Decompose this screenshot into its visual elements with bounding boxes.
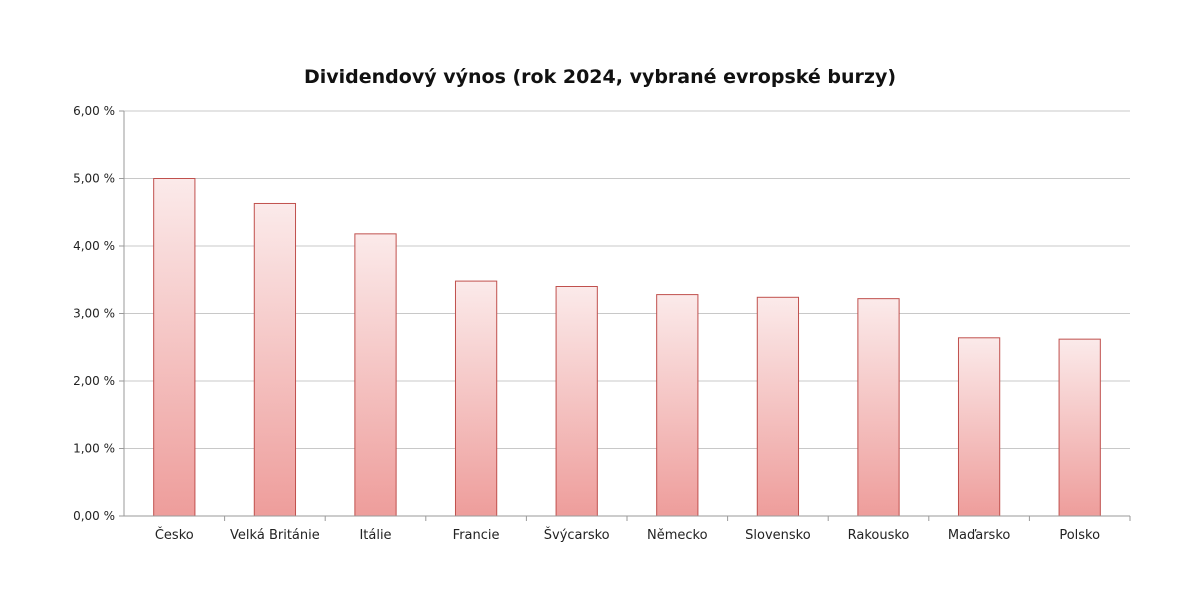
y-tick-label: 3,00 %: [73, 307, 115, 321]
y-tick-label: 0,00 %: [73, 509, 115, 523]
x-category-label: Francie: [453, 528, 500, 543]
axes: [119, 110, 1131, 521]
x-category-label: Polsko: [1059, 528, 1100, 543]
y-axis-ticks: 0,00 % 1,00 % 2,00 % 3,00 % 4,00 % 5,00 % 6,00…: [73, 104, 115, 523]
x-category-label: Rakousko: [848, 528, 910, 543]
bar: [656, 294, 699, 517]
x-axis-labels: Česko Velká Británie Itálie Francie Švýcarsk…: [155, 527, 1100, 543]
bar: [756, 296, 800, 517]
bars: [153, 178, 1101, 517]
y-tick-label: 5,00 %: [73, 172, 115, 186]
x-category-label: Maďarsko: [948, 528, 1011, 543]
bar: [153, 178, 196, 517]
chart-title: Dividendový výnos (rok 2024, vybrané evr…: [303, 66, 897, 88]
x-category-label: Velká Británie: [230, 528, 320, 543]
y-tick-label: 6,00 %: [73, 104, 115, 118]
y-tick-label: 2,00 %: [73, 374, 115, 388]
x-category-label: Slovensko: [745, 528, 811, 543]
bar: [253, 202, 297, 517]
bar: [1058, 338, 1101, 517]
y-tick-label: 1,00 %: [73, 442, 115, 456]
bar: [454, 280, 498, 517]
bar: [957, 337, 1001, 517]
bar: [555, 286, 598, 517]
bar: [857, 298, 900, 517]
x-category-label: Švýcarsko: [544, 527, 610, 543]
x-category-label: Itálie: [359, 528, 391, 543]
x-category-label: Německo: [647, 528, 708, 543]
x-category-label: Česko: [155, 527, 194, 543]
bar: [354, 233, 397, 517]
y-tick-label: 4,00 %: [73, 239, 115, 253]
